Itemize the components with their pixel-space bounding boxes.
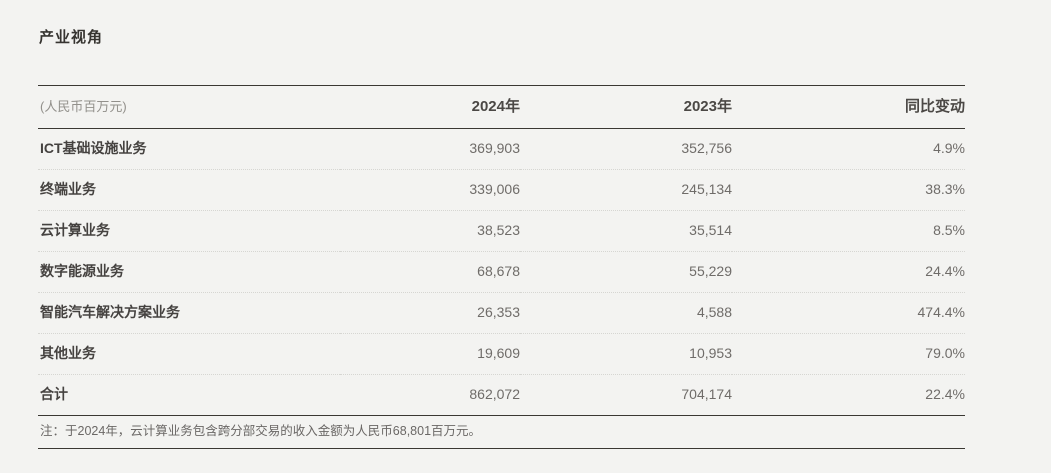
col-header-2023: 2023年 xyxy=(520,85,732,129)
value-2024: 68,678 xyxy=(477,263,520,279)
value-change: 8.5% xyxy=(933,222,965,238)
page-title: 产业视角 xyxy=(39,29,104,46)
industry-revenue-table: (人民币百万元) 2024年 2023年 同比变动 ICT基础设施业务 369,… xyxy=(38,85,965,416)
total-2023: 704,174 xyxy=(681,386,732,402)
value-2024: 19,609 xyxy=(477,345,520,361)
value-2023: 55,229 xyxy=(689,263,732,279)
table-footnote: 注：于2024年，云计算业务包含跨分部交易的收入金额为人民币68,801百万元。 xyxy=(38,416,965,449)
value-change: 79.0% xyxy=(925,345,965,361)
value-2024: 38,523 xyxy=(477,222,520,238)
row-label: 终端业务 xyxy=(40,181,96,197)
table-total-row: 合计 862,072 704,174 22.4% xyxy=(38,375,965,416)
col-header-2024: 2024年 xyxy=(340,85,520,129)
unit-label: (人民币百万元) xyxy=(38,85,340,129)
value-change: 4.9% xyxy=(933,140,965,156)
row-label: 智能汽车解决方案业务 xyxy=(40,304,180,320)
table-row: 云计算业务 38,523 35,514 8.5% xyxy=(38,211,965,252)
col-header-yoy-change: 同比变动 xyxy=(732,85,965,129)
total-2024: 862,072 xyxy=(469,386,520,402)
row-label: 其他业务 xyxy=(40,345,96,361)
value-2023: 352,756 xyxy=(681,140,732,156)
row-label: ICT基础设施业务 xyxy=(40,140,147,156)
table-row: 其他业务 19,609 10,953 79.0% xyxy=(38,334,965,375)
row-label: 数字能源业务 xyxy=(40,263,124,279)
total-label: 合计 xyxy=(40,386,68,402)
row-label: 云计算业务 xyxy=(40,222,110,238)
total-change: 22.4% xyxy=(925,386,965,402)
table-row: 终端业务 339,006 245,134 38.3% xyxy=(38,170,965,211)
value-2023: 35,514 xyxy=(689,222,732,238)
table-row: 智能汽车解决方案业务 26,353 4,588 474.4% xyxy=(38,293,965,334)
table-header-row: (人民币百万元) 2024年 2023年 同比变动 xyxy=(38,85,965,129)
table-row: 数字能源业务 68,678 55,229 24.4% xyxy=(38,252,965,293)
value-2024: 369,903 xyxy=(469,140,520,156)
value-2023: 245,134 xyxy=(681,181,732,197)
table-row: ICT基础设施业务 369,903 352,756 4.9% xyxy=(38,129,965,170)
value-change: 474.4% xyxy=(917,304,965,320)
value-2023: 10,953 xyxy=(689,345,732,361)
value-change: 24.4% xyxy=(925,263,965,279)
value-2023: 4,588 xyxy=(696,304,732,320)
value-2024: 26,353 xyxy=(477,304,520,320)
value-2024: 339,006 xyxy=(469,181,520,197)
value-change: 38.3% xyxy=(925,181,965,197)
